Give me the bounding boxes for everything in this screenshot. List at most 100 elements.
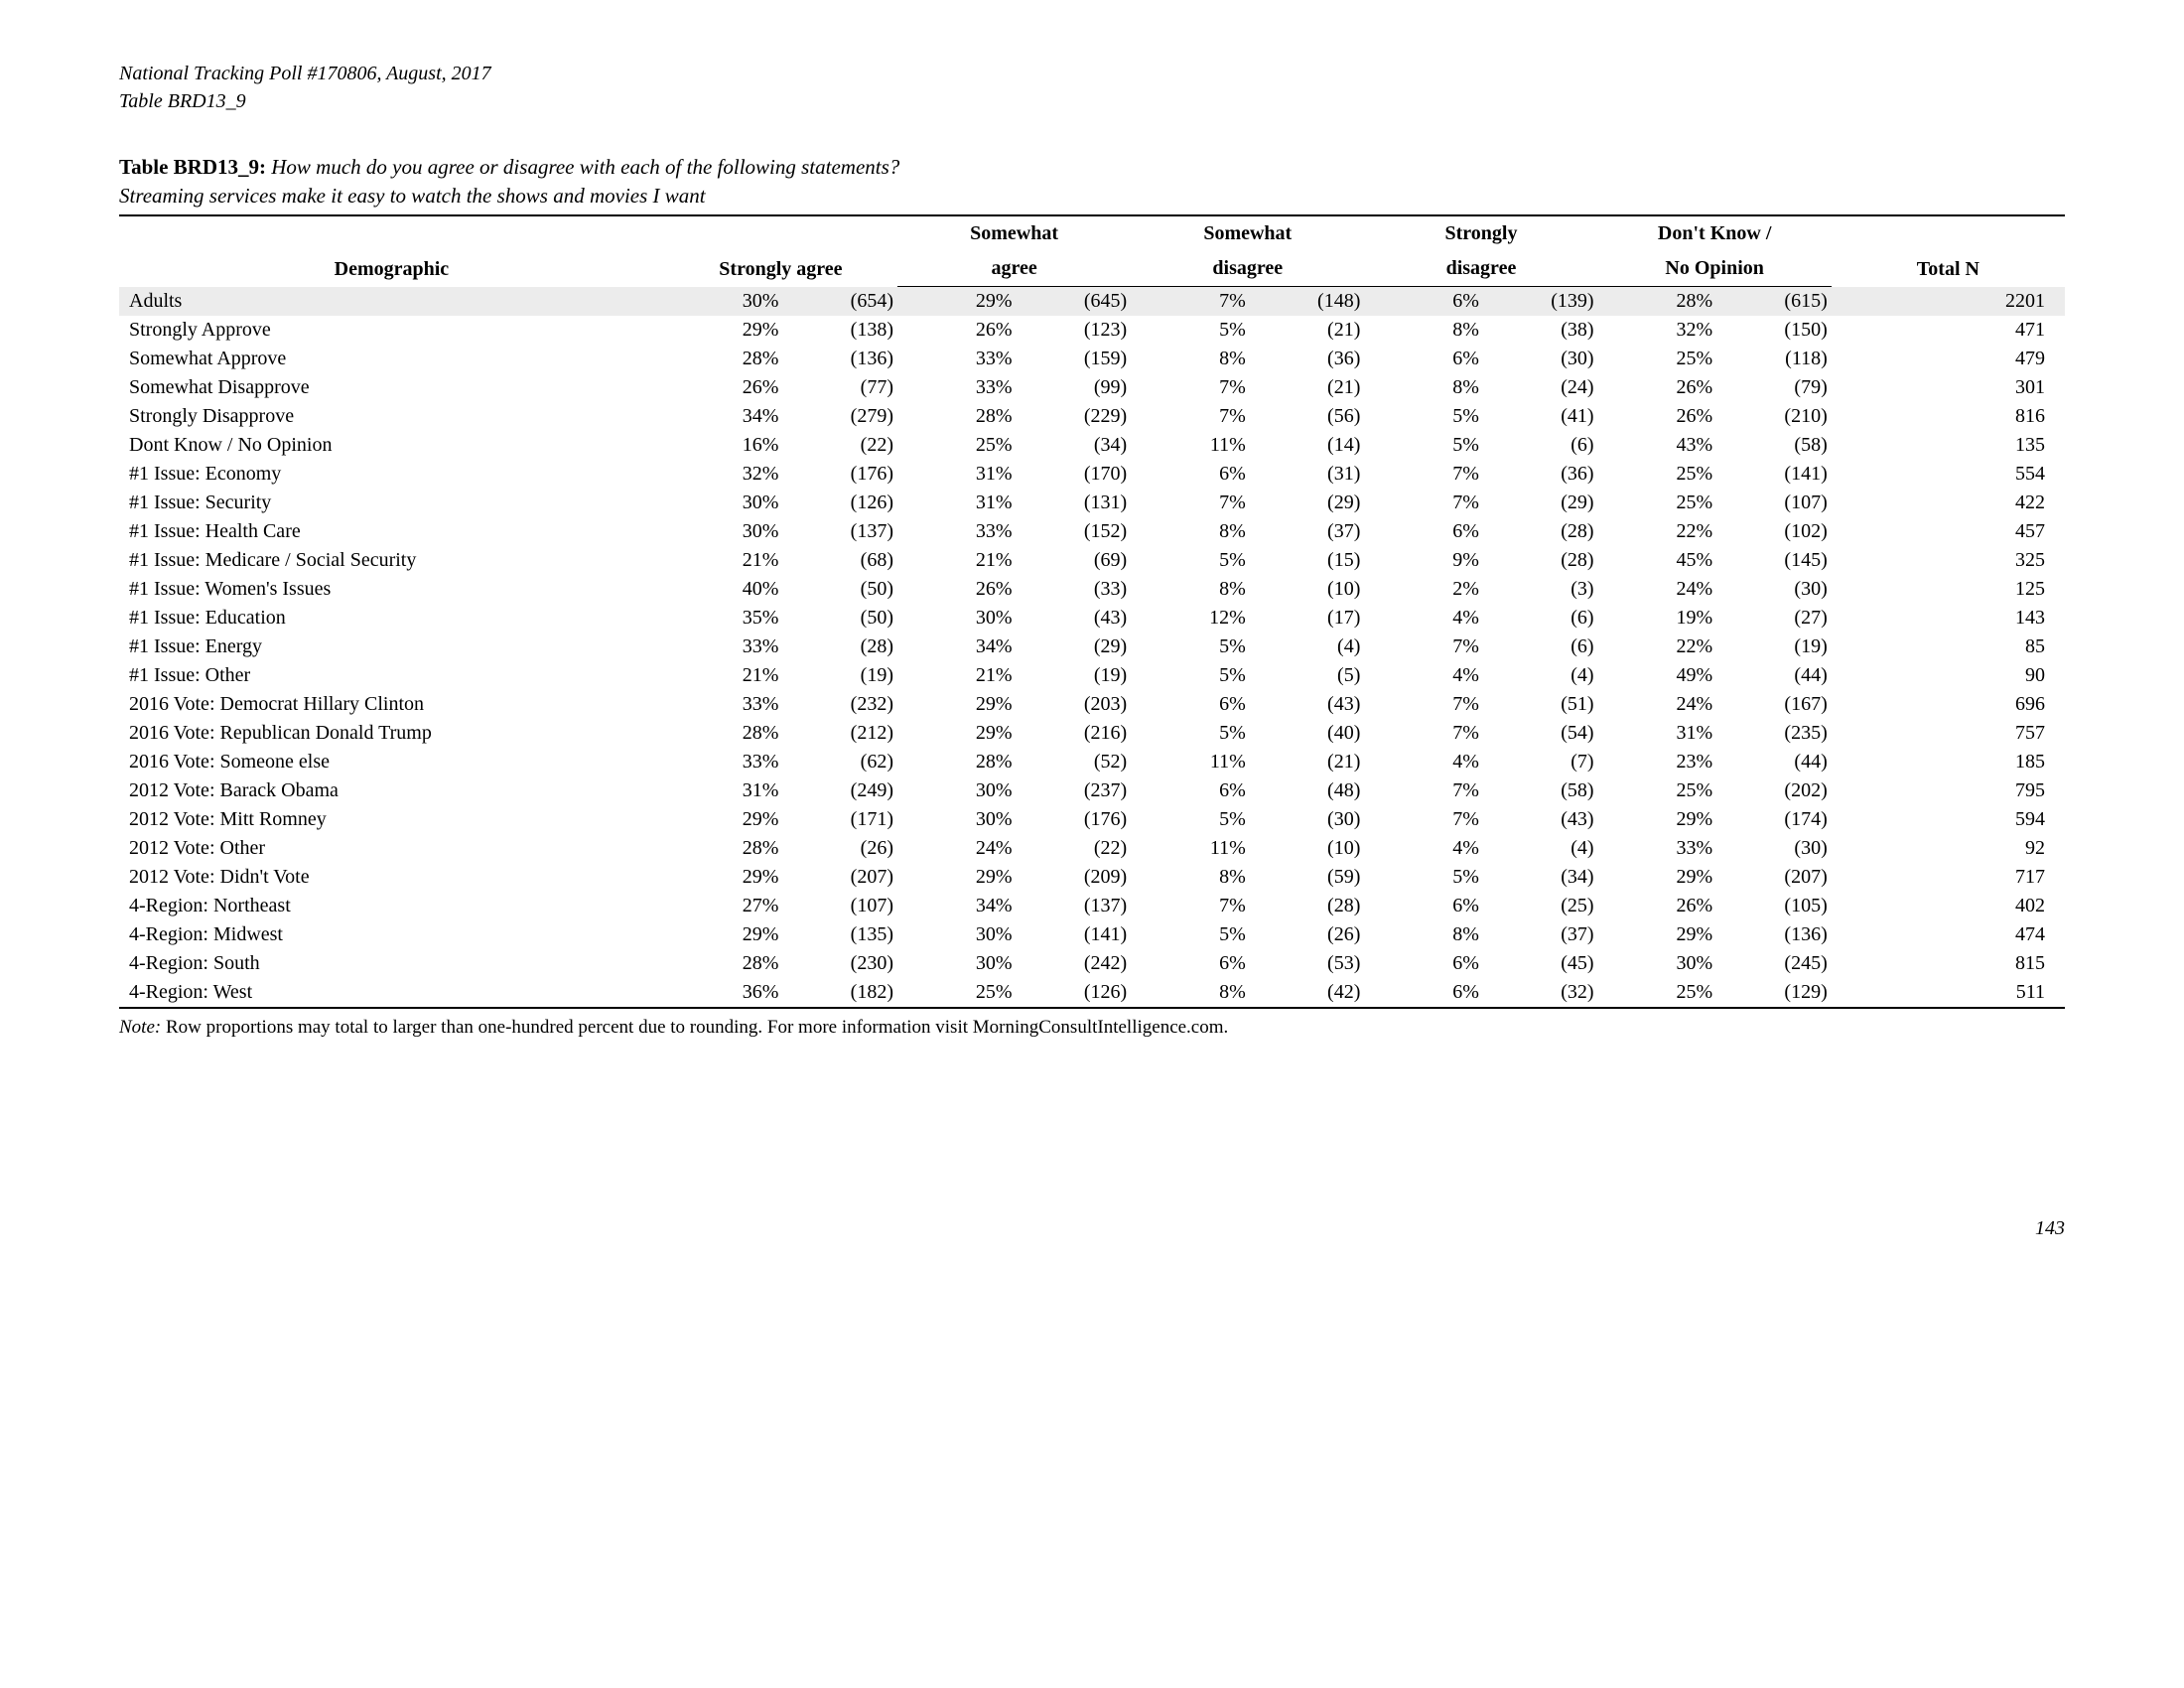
pct-cell: 24% bbox=[1598, 575, 1715, 604]
total-n-cell: 717 bbox=[1832, 863, 2065, 892]
count-cell: (176) bbox=[780, 460, 897, 489]
total-n-cell: 402 bbox=[1832, 892, 2065, 920]
count-cell: (28) bbox=[1481, 517, 1598, 546]
col-demographic: Demographic bbox=[119, 215, 664, 287]
total-n-cell: 135 bbox=[1832, 431, 2065, 460]
pct-cell: 31% bbox=[664, 776, 781, 805]
total-n-cell: 471 bbox=[1832, 316, 2065, 345]
count-cell: (6) bbox=[1481, 604, 1598, 633]
count-cell: (159) bbox=[1015, 345, 1132, 373]
demographic-cell: Somewhat Disapprove bbox=[119, 373, 664, 402]
count-cell: (107) bbox=[780, 892, 897, 920]
pct-cell: 8% bbox=[1131, 517, 1248, 546]
pct-cell: 32% bbox=[1598, 316, 1715, 345]
pct-cell: 33% bbox=[664, 633, 781, 661]
pct-cell: 6% bbox=[1131, 690, 1248, 719]
count-cell: (28) bbox=[780, 633, 897, 661]
pct-cell: 5% bbox=[1131, 805, 1248, 834]
table-row: 2016 Vote: Democrat Hillary Clinton33%(2… bbox=[119, 690, 2065, 719]
pct-cell: 26% bbox=[897, 575, 1015, 604]
total-n-cell: 422 bbox=[1832, 489, 2065, 517]
pct-cell: 5% bbox=[1364, 431, 1481, 460]
count-cell: (59) bbox=[1248, 863, 1365, 892]
count-cell: (41) bbox=[1481, 402, 1598, 431]
count-cell: (10) bbox=[1248, 834, 1365, 863]
pct-cell: 21% bbox=[897, 661, 1015, 690]
pct-cell: 45% bbox=[1598, 546, 1715, 575]
pct-cell: 9% bbox=[1364, 546, 1481, 575]
count-cell: (102) bbox=[1714, 517, 1832, 546]
note-label: Note: bbox=[119, 1017, 161, 1038]
pct-cell: 26% bbox=[1598, 373, 1715, 402]
demographic-cell: 2012 Vote: Barack Obama bbox=[119, 776, 664, 805]
pct-cell: 7% bbox=[1364, 776, 1481, 805]
count-cell: (137) bbox=[1015, 892, 1132, 920]
count-cell: (53) bbox=[1248, 949, 1365, 978]
table-row: 2012 Vote: Mitt Romney29%(171)30%(176)5%… bbox=[119, 805, 2065, 834]
demographic-cell: Strongly Disapprove bbox=[119, 402, 664, 431]
page-number: 143 bbox=[119, 1217, 2065, 1240]
pct-cell: 34% bbox=[897, 892, 1015, 920]
pct-cell: 8% bbox=[1131, 345, 1248, 373]
total-n-cell: 125 bbox=[1832, 575, 2065, 604]
pct-cell: 31% bbox=[1598, 719, 1715, 748]
count-cell: (207) bbox=[1714, 863, 1832, 892]
count-cell: (5) bbox=[1248, 661, 1365, 690]
count-cell: (30) bbox=[1481, 345, 1598, 373]
pct-cell: 33% bbox=[1598, 834, 1715, 863]
pct-cell: 5% bbox=[1364, 402, 1481, 431]
pct-cell: 5% bbox=[1131, 719, 1248, 748]
pct-cell: 6% bbox=[1364, 978, 1481, 1008]
pct-cell: 8% bbox=[1364, 316, 1481, 345]
count-cell: (129) bbox=[1714, 978, 1832, 1008]
pct-cell: 43% bbox=[1598, 431, 1715, 460]
poll-header: National Tracking Poll #170806, August, … bbox=[119, 60, 2065, 115]
pct-cell: 7% bbox=[1131, 402, 1248, 431]
pct-cell: 29% bbox=[664, 805, 781, 834]
pct-cell: 25% bbox=[1598, 776, 1715, 805]
pct-cell: 8% bbox=[1131, 863, 1248, 892]
demographic-cell: 2012 Vote: Mitt Romney bbox=[119, 805, 664, 834]
pct-cell: 11% bbox=[1131, 431, 1248, 460]
count-cell: (31) bbox=[1248, 460, 1365, 489]
count-cell: (152) bbox=[1015, 517, 1132, 546]
pct-cell: 33% bbox=[664, 748, 781, 776]
table-row: #1 Issue: Medicare / Social Security21%(… bbox=[119, 546, 2065, 575]
count-cell: (279) bbox=[780, 402, 897, 431]
table-row: 4-Region: South28%(230)30%(242)6%(53)6%(… bbox=[119, 949, 2065, 978]
table-subtitle: Streaming services make it easy to watch… bbox=[119, 184, 2065, 209]
count-cell: (26) bbox=[1248, 920, 1365, 949]
count-cell: (4) bbox=[1481, 834, 1598, 863]
count-cell: (21) bbox=[1248, 316, 1365, 345]
count-cell: (126) bbox=[1015, 978, 1132, 1008]
table-row: #1 Issue: Health Care30%(137)33%(152)8%(… bbox=[119, 517, 2065, 546]
table-row: Dont Know / No Opinion16%(22)25%(34)11%(… bbox=[119, 431, 2065, 460]
count-cell: (43) bbox=[1015, 604, 1132, 633]
count-cell: (235) bbox=[1714, 719, 1832, 748]
table-row: 2016 Vote: Someone else33%(62)28%(52)11%… bbox=[119, 748, 2065, 776]
table-row: Strongly Disapprove34%(279)28%(229)7%(56… bbox=[119, 402, 2065, 431]
pct-cell: 33% bbox=[897, 517, 1015, 546]
count-cell: (212) bbox=[780, 719, 897, 748]
pct-cell: 23% bbox=[1598, 748, 1715, 776]
pct-cell: 22% bbox=[1598, 633, 1715, 661]
count-cell: (136) bbox=[1714, 920, 1832, 949]
count-cell: (141) bbox=[1714, 460, 1832, 489]
pct-cell: 49% bbox=[1598, 661, 1715, 690]
count-cell: (28) bbox=[1481, 546, 1598, 575]
pct-cell: 5% bbox=[1131, 661, 1248, 690]
pct-cell: 26% bbox=[1598, 892, 1715, 920]
count-cell: (654) bbox=[780, 287, 897, 317]
count-cell: (6) bbox=[1481, 633, 1598, 661]
col-somewhat-disagree-top: Somewhat bbox=[1131, 215, 1364, 251]
count-cell: (123) bbox=[1015, 316, 1132, 345]
count-cell: (38) bbox=[1481, 316, 1598, 345]
count-cell: (249) bbox=[780, 776, 897, 805]
count-cell: (33) bbox=[1015, 575, 1132, 604]
table-row: #1 Issue: Education35%(50)30%(43)12%(17)… bbox=[119, 604, 2065, 633]
demographic-cell: 2012 Vote: Didn't Vote bbox=[119, 863, 664, 892]
pct-cell: 29% bbox=[664, 863, 781, 892]
count-cell: (28) bbox=[1248, 892, 1365, 920]
pct-cell: 40% bbox=[664, 575, 781, 604]
col-dontknow-top: Don't Know / bbox=[1598, 215, 1832, 251]
